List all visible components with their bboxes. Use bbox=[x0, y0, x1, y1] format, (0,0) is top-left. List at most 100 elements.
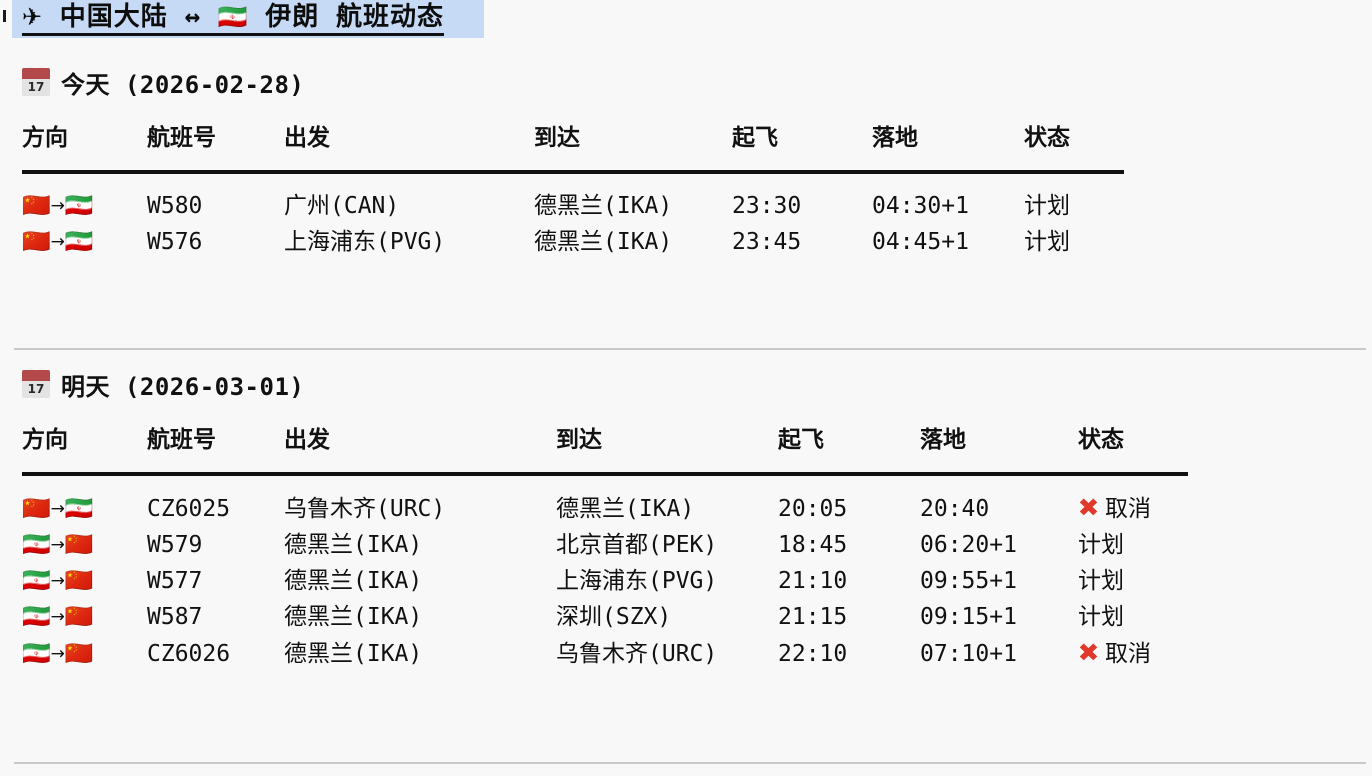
landing-time: 09:15+1 bbox=[920, 604, 1017, 630]
column-header-direction: 方向 bbox=[22, 427, 68, 453]
section-divider bbox=[14, 348, 1366, 350]
flight-direction-flags: 🇨🇳→🇮🇷 bbox=[22, 224, 147, 260]
column-header-status: 状态 bbox=[1024, 125, 1070, 151]
table-row: 🇮🇷→🇨🇳 CZ6026 德黑兰(IKA) 乌鲁木齐(URC) 22:10 07:10+1… bbox=[22, 635, 1188, 672]
table-row: 🇨🇳→🇮🇷 W576 上海浦东(PVG) 德黑兰(IKA) 23:45 04:45+1 计划 bbox=[22, 224, 1124, 260]
arrow-right-icon: → bbox=[50, 232, 65, 252]
status-badge: 计划 bbox=[1078, 599, 1188, 635]
status-badge: 计划 bbox=[1078, 563, 1188, 599]
bottom-divider bbox=[14, 762, 1366, 764]
status-text: 计划 bbox=[1024, 193, 1070, 219]
section-today-title: 今天 (2026-02-28) bbox=[61, 70, 305, 99]
landing-time: 04:30+1 bbox=[872, 193, 969, 219]
status-badge: 计划 bbox=[1078, 527, 1188, 563]
destination-flag-icon: 🇨🇳 bbox=[64, 568, 94, 594]
destination-flag-icon: 🇮🇷 bbox=[64, 229, 94, 255]
origin-flag-icon: 🇮🇷 bbox=[22, 532, 51, 558]
status-badge: 计划 bbox=[1024, 224, 1124, 260]
swap-icon: ↔ bbox=[184, 2, 202, 32]
origin-flag-icon: 🇨🇳 bbox=[22, 193, 51, 219]
column-header-takeoff: 起飞 bbox=[778, 427, 824, 453]
landing-time: 20:40 bbox=[920, 495, 990, 522]
arrow-right-icon: → bbox=[50, 535, 65, 555]
status-text: 计划 bbox=[1078, 532, 1124, 558]
cancel-x-icon: ✖ bbox=[1077, 493, 1100, 522]
takeoff-time: 23:30 bbox=[732, 193, 802, 219]
departure-airport: 上海浦东(PVG) bbox=[284, 229, 446, 255]
section-today: 17 今天 (2026-02-28) 方向 航班号 出发 到达 起飞 落地 状态… bbox=[0, 62, 1372, 260]
table-header-row: 方向 航班号 出发 到达 起飞 落地 状态 bbox=[22, 118, 1124, 172]
flight-number: CZ6026 bbox=[147, 640, 231, 667]
left-edge-marker bbox=[3, 10, 6, 22]
flight-number: W587 bbox=[147, 604, 203, 630]
arrow-right-icon: → bbox=[50, 607, 65, 627]
flight-table-tomorrow: 方向 航班号 出发 到达 起飞 落地 状态 🇨🇳→🇮🇷 CZ6025 乌鲁木齐(UR… bbox=[22, 420, 1188, 672]
destination-flag-icon: 🇨🇳 bbox=[64, 640, 94, 667]
arrival-airport: 乌鲁木齐(URC) bbox=[556, 640, 718, 667]
origin-flag-icon: 🇮🇷 bbox=[22, 568, 51, 594]
arrival-airport: 德黑兰(IKA) bbox=[556, 495, 695, 522]
column-header-takeoff: 起飞 bbox=[732, 125, 778, 151]
calendar-icon-day: 17 bbox=[22, 79, 50, 96]
origin-flag-icon: 🇮🇷 bbox=[22, 604, 51, 630]
column-header-landing: 落地 bbox=[872, 125, 918, 151]
section-tomorrow-title: 明天 (2026-03-01) bbox=[61, 372, 305, 401]
status-text: 取消 bbox=[1104, 641, 1151, 667]
status-text: 取消 bbox=[1104, 496, 1151, 522]
table-row: 🇨🇳→🇮🇷 CZ6025 乌鲁木齐(URC) 德黑兰(IKA) 20:05 20:40 ✖ 取… bbox=[22, 474, 1188, 527]
table-row: 🇮🇷→🇨🇳 W587 德黑兰(IKA) 深圳(SZX) 21:15 09:15+1 计划 bbox=[22, 599, 1188, 635]
column-header-departure: 出发 bbox=[284, 427, 330, 453]
calendar-icon: 17 bbox=[22, 66, 50, 96]
page-title-highlight: ✈ 中国大陆 ↔ 🇮🇷 伊朗 航班动态 bbox=[12, 0, 484, 38]
column-header-departure: 出发 bbox=[284, 125, 330, 151]
status-badge: 计划 bbox=[1024, 172, 1124, 224]
column-header-direction: 方向 bbox=[22, 125, 68, 151]
table-row: 🇮🇷→🇨🇳 W577 德黑兰(IKA) 上海浦东(PVG) 21:10 09:55+1 计划 bbox=[22, 563, 1188, 599]
status-badge: ✖ 取消 bbox=[1077, 474, 1188, 527]
arrival-airport: 北京首都(PEK) bbox=[556, 532, 718, 558]
cancel-x-icon: ✖ bbox=[1077, 638, 1100, 667]
flight-direction-flags: 🇨🇳→🇮🇷 bbox=[22, 172, 147, 224]
column-header-landing: 落地 bbox=[920, 427, 966, 453]
takeoff-time: 23:45 bbox=[732, 229, 802, 255]
calendar-icon: 17 bbox=[22, 368, 50, 398]
flight-direction-flags: 🇮🇷→🇨🇳 bbox=[22, 599, 147, 635]
takeoff-time: 21:15 bbox=[778, 604, 848, 630]
landing-time: 09:55+1 bbox=[920, 568, 1017, 594]
arrival-airport: 深圳(SZX) bbox=[556, 604, 672, 630]
landing-time: 04:45+1 bbox=[872, 229, 969, 255]
flight-direction-flags: 🇮🇷→🇨🇳 bbox=[22, 527, 147, 563]
destination-flag-icon: 🇨🇳 bbox=[64, 532, 94, 558]
flight-direction-flags: 🇮🇷→🇨🇳 bbox=[22, 563, 147, 599]
arrival-airport: 德黑兰(IKA) bbox=[534, 229, 673, 255]
section-today-header: 17 今天 (2026-02-28) bbox=[0, 62, 1372, 102]
destination-flag-icon: 🇮🇷 bbox=[64, 495, 94, 522]
page-title: ✈ 中国大陆 ↔ 🇮🇷 伊朗 航班动态 bbox=[12, 0, 484, 38]
arrival-airport: 德黑兰(IKA) bbox=[534, 193, 673, 219]
column-header-flight-no: 航班号 bbox=[147, 125, 216, 151]
status-badge: ✖ 取消 bbox=[1077, 635, 1188, 672]
status-text: 计划 bbox=[1078, 604, 1124, 630]
column-header-status: 状态 bbox=[1078, 427, 1124, 453]
takeoff-time: 20:05 bbox=[778, 495, 848, 522]
origin-flag-icon: 🇨🇳 bbox=[22, 495, 51, 522]
takeoff-time: 18:45 bbox=[778, 532, 848, 558]
flight-direction-flags: 🇨🇳→🇮🇷 bbox=[22, 474, 147, 527]
section-tomorrow: 17 明天 (2026-03-01) 方向 航班号 出发 到达 起飞 落地 状态… bbox=[0, 364, 1372, 672]
page-title-text: ✈ 中国大陆 ↔ 🇮🇷 伊朗 航班动态 bbox=[22, 2, 444, 36]
destination-flag-icon: 🇨🇳 bbox=[64, 604, 94, 630]
departure-airport: 德黑兰(IKA) bbox=[284, 640, 423, 667]
arrow-right-icon: → bbox=[50, 571, 65, 591]
status-text: 计划 bbox=[1078, 568, 1124, 594]
iran-flag-icon: 🇮🇷 bbox=[217, 3, 249, 31]
arrow-right-icon: → bbox=[50, 643, 65, 664]
departure-airport: 乌鲁木齐(URC) bbox=[284, 495, 446, 522]
table-header-row: 方向 航班号 出发 到达 起飞 落地 状态 bbox=[22, 420, 1188, 474]
column-header-arrival: 到达 bbox=[556, 427, 602, 453]
takeoff-time: 21:10 bbox=[778, 568, 848, 594]
arrival-airport: 上海浦东(PVG) bbox=[556, 568, 718, 594]
flight-number: W580 bbox=[147, 193, 203, 219]
departure-airport: 德黑兰(IKA) bbox=[284, 532, 423, 558]
calendar-icon-day: 17 bbox=[22, 381, 50, 398]
departure-airport: 德黑兰(IKA) bbox=[284, 568, 423, 594]
